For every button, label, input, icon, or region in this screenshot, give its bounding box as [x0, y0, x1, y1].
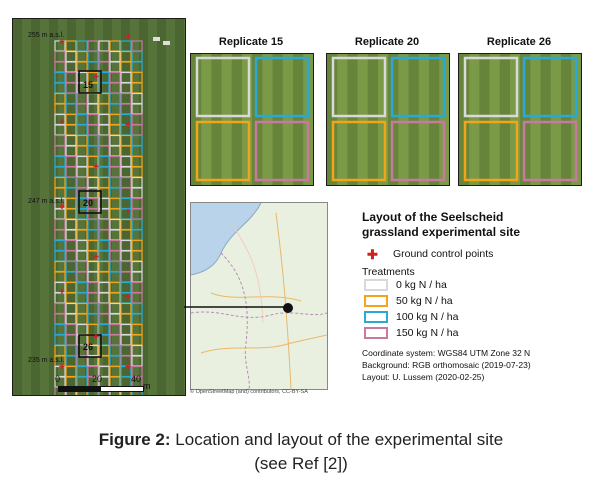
- replicate-20-image: [326, 53, 450, 186]
- gcp-icon: ✚: [93, 73, 99, 81]
- replicate-plot: [390, 56, 446, 118]
- plot-label-15: 15: [83, 80, 94, 90]
- treatments-label: Treatments: [362, 266, 415, 278]
- meta-background: Background: RGB orthomosaic (2019-07-23): [362, 360, 531, 370]
- plot-label-20: 20: [83, 198, 94, 208]
- meta-coordinate-system: Coordinate system: WGS84 UTM Zone 32 N: [362, 348, 531, 358]
- replicate-26: Replicate 26: [458, 36, 582, 186]
- legend-title-line2: grassland experimental site: [362, 225, 521, 239]
- meta-layout: Layout: U. Lussem (2020-02-25): [362, 372, 485, 382]
- replicate-plot: [390, 120, 446, 182]
- swatch-50kg: [364, 295, 388, 307]
- scale-tick-20: 20: [92, 374, 103, 384]
- replicate-plot: [463, 120, 519, 182]
- aerial-orthomosaic: ✚ ✚ ✚ ✚ ✚ ✚ ✚ ✚ ✚ ✚ ✚ ✚ ✚ ✚: [12, 18, 186, 396]
- replicate-plot: [195, 56, 251, 118]
- altitude-label-middle: 247 m a.s.l.: [28, 198, 65, 205]
- gcp-icon: ✚: [59, 203, 65, 211]
- replicate-26-image: [458, 53, 582, 186]
- caption-line2: (see Ref [2]): [254, 454, 348, 473]
- replicate-box: [78, 334, 102, 358]
- gcp-icon: ✚: [125, 363, 131, 371]
- treatment-100kg-label: 100 kg N / ha: [396, 311, 459, 323]
- scale-bar: [58, 386, 144, 392]
- figure-caption: Figure 2: Location and layout of the exp…: [0, 428, 602, 476]
- gcp-icon: ✚: [59, 118, 65, 126]
- altitude-label-top: 255 m a.s.l.: [28, 32, 65, 39]
- swatch-100kg: [364, 311, 388, 323]
- scale-unit: m: [143, 381, 151, 391]
- gcp-icon: ✚: [93, 333, 99, 341]
- gcp-icon: ✚: [125, 293, 131, 301]
- scale-tick-40: 40: [131, 374, 142, 384]
- swatch-0kg: [364, 279, 388, 291]
- replicate-box: [78, 190, 102, 214]
- replicate-box: [78, 70, 102, 94]
- map-credit: © OpenStreetMap (and) contributors, CC-B…: [190, 389, 308, 395]
- vehicle-icon: [153, 37, 160, 41]
- gcp-cross-icon: ✚: [367, 247, 378, 262]
- treatment-0kg-label: 0 kg N / ha: [396, 279, 447, 291]
- legend-title-line1: Layout of the Seelscheid: [362, 210, 504, 224]
- gcp-icon: ✚: [125, 208, 131, 216]
- replicate-plot: [522, 120, 578, 182]
- locator-map-graphic: [191, 203, 327, 389]
- replicate-plot: [195, 120, 251, 182]
- replicate-plot: [331, 120, 387, 182]
- replicate-15-title: Replicate 15: [218, 36, 284, 48]
- caption-line1: Location and layout of the experimental …: [170, 430, 504, 449]
- replicate-15-image: [190, 53, 314, 186]
- vehicle-icon: [163, 41, 170, 45]
- replicate-20-title: Replicate 20: [354, 36, 420, 48]
- locator-map: [190, 202, 328, 390]
- replicate-20: Replicate 20: [326, 36, 450, 186]
- gcp-icon: ✚: [59, 38, 65, 46]
- plot-label-26: 26: [83, 342, 94, 352]
- gcp-icon: ✚: [93, 253, 99, 261]
- replicate-26-title: Replicate 26: [486, 36, 552, 48]
- scale-tick-0: 0: [55, 374, 61, 384]
- replicate-plot: [463, 56, 519, 118]
- replicate-plot: [331, 56, 387, 118]
- aerial-plot-grid: ✚ ✚ ✚ ✚ ✚ ✚ ✚ ✚ ✚ ✚ ✚ ✚ ✚ ✚: [13, 19, 185, 395]
- caption-figure-number: Figure 2:: [98, 430, 171, 449]
- treatment-50kg-label: 50 kg N / ha: [396, 295, 453, 307]
- gcp-icon: ✚: [59, 288, 65, 296]
- gcp-label: Ground control points: [393, 248, 494, 260]
- legend-title: Layout of the Seelscheid grassland exper…: [362, 210, 592, 240]
- gcp-icon: ✚: [59, 363, 65, 371]
- altitude-label-bottom: 235 m a.s.l.: [28, 357, 65, 364]
- replicate-plot: [254, 120, 310, 182]
- gcp-icon: ✚: [93, 163, 99, 171]
- replicate-15: Replicate 15: [190, 36, 314, 186]
- treatment-150kg-label: 150 kg N / ha: [396, 327, 459, 339]
- gcp-icon: ✚: [125, 121, 131, 129]
- swatch-150kg: [364, 327, 388, 339]
- replicate-plot: [522, 56, 578, 118]
- replicate-plot: [254, 56, 310, 118]
- site-location-marker: [283, 303, 293, 313]
- gcp-icon: ✚: [125, 33, 131, 41]
